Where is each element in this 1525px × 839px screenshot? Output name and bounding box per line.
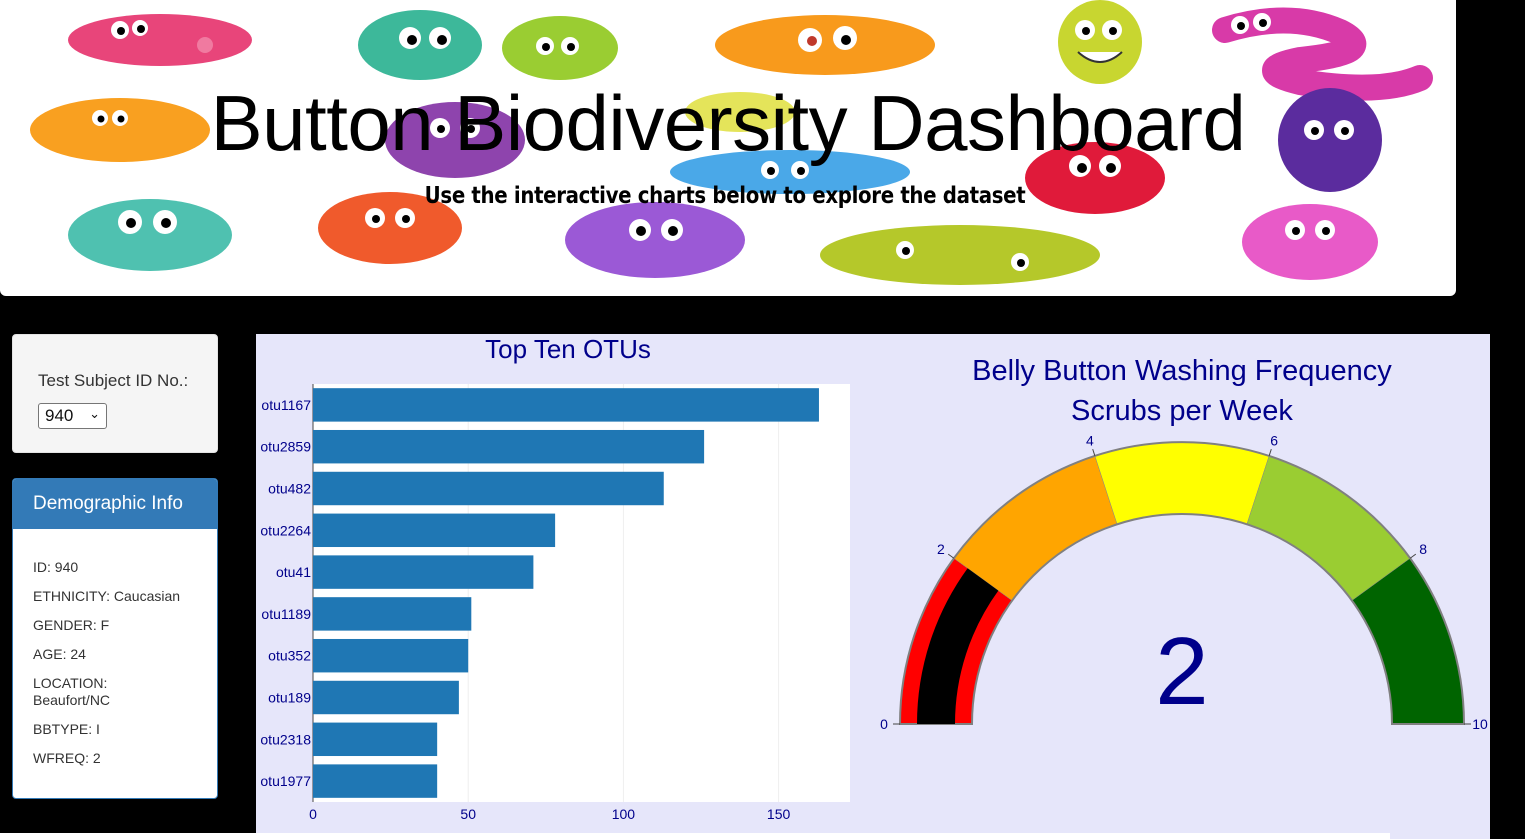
bar [313, 597, 472, 631]
gauge-subtitle: Scrubs per Week [1071, 395, 1293, 427]
x-tick-label: 0 [309, 806, 317, 822]
gauge-tick [1409, 553, 1417, 559]
demo-age: AGE: 24 [33, 646, 86, 662]
microbe-orange-icon [715, 15, 935, 75]
charts-area: Top Ten OTUs otu1167 otu2859 otu482 otu2264 o… [256, 334, 1490, 839]
washing-frequency-gauge-chart[interactable]: Belly Button Washing Frequency Scrubs per… [870, 334, 1490, 839]
gauge-tick [1268, 448, 1272, 456]
page-subtitle: Use the interactive charts below to expl… [424, 183, 1026, 209]
demo-bbtype: BBTYPE: I [33, 721, 100, 737]
microbe-green-icon [358, 10, 618, 80]
y-tick-label: otu189 [268, 690, 311, 706]
gauge-tick [1092, 448, 1096, 456]
chart-title: Top Ten OTUs [485, 334, 651, 364]
y-tick-label: otu2318 [260, 731, 311, 747]
gauge-tick-label: 6 [1270, 433, 1278, 449]
demo-location: LOCATION: Beaufort/NC [33, 675, 111, 708]
subject-id-dropdown[interactable]: 940 ⌄ [38, 403, 107, 429]
microbe-magenta-icon [1242, 204, 1378, 280]
microbe-yellow-small-icon [685, 92, 795, 132]
microbe-yellow-icon [1058, 0, 1142, 84]
y-tick-label: otu41 [276, 564, 311, 580]
y-tick-label: otu1977 [260, 773, 311, 789]
microbe-lime-cluster-icon [820, 225, 1100, 285]
subject-id-selected-value: 940 [45, 406, 74, 425]
bar [313, 555, 534, 589]
microbe-pink-icon [68, 14, 252, 66]
chevron-down-icon: ⌄ [89, 406, 100, 421]
microbe-background-illustration [30, 0, 1433, 285]
bar [313, 429, 705, 464]
gauge-value-bar [917, 568, 999, 724]
demo-id: ID: 940 [33, 559, 79, 575]
y-tick-label: otu2264 [260, 522, 311, 538]
y-tick-label: otu1167 [261, 397, 311, 413]
subject-selector-label: Test Subject ID No.: [38, 371, 189, 390]
microbe-violet-spiky-icon [1278, 88, 1382, 192]
microbe-purple-icon [385, 102, 525, 178]
gauge-tick-label: 2 [937, 541, 945, 557]
gauge-tick-label: 8 [1419, 541, 1427, 557]
bar [313, 638, 469, 673]
gauge-tick-label: 10 [1472, 716, 1488, 732]
gauge-tick-label: 0 [880, 716, 888, 732]
microbe-lavender-icon [565, 202, 745, 278]
x-tick-label: 50 [460, 806, 476, 822]
gauge-tick-label: 4 [1086, 433, 1094, 449]
x-tick-label: 150 [767, 806, 791, 822]
gauge-value-number: 2 [1155, 618, 1208, 725]
demo-wfreq: WFREQ: 2 [33, 750, 101, 766]
y-tick-label: otu352 [268, 648, 311, 664]
bar [313, 764, 438, 798]
y-tick-label: otu1189 [261, 606, 311, 622]
microbe-worm-icon [1212, 7, 1433, 101]
gauge-border [898, 441, 1466, 725]
x-tick-label: 100 [612, 806, 636, 822]
demographic-info-panel: Demographic Info ID: 940 ETHNICITY: Cauc… [12, 478, 218, 799]
bar [313, 513, 556, 548]
y-tick-label: otu2859 [260, 439, 311, 455]
demographic-info-heading: Demographic Info [13, 479, 217, 529]
bar [313, 722, 438, 757]
microbe-teal-icon [68, 199, 232, 271]
bar [313, 388, 819, 422]
bar [313, 680, 459, 715]
demo-ethnicity: ETHNICITY: Caucasian [33, 588, 181, 604]
page-title: Button Biodiversity Dashboard [210, 79, 1246, 167]
demo-gender: GENDER: F [33, 617, 110, 633]
gauge-band [1094, 441, 1270, 525]
y-tick-label: otu482 [268, 481, 311, 497]
footer-strip [0, 833, 1390, 839]
microbe-blue-icon [670, 150, 910, 194]
header-banner: Button Biodiversity Dashboard Use the in… [0, 0, 1456, 296]
microbe-red-orange-icon [318, 192, 462, 264]
microbe-red-icon [1025, 142, 1165, 214]
top-ten-otus-bar-chart[interactable]: Top Ten OTUs otu1167 otu2859 otu482 otu2264 o… [256, 334, 866, 839]
subject-selector-well: Test Subject ID No.: 940 ⌄ [12, 334, 218, 453]
gauge-tick [947, 553, 955, 559]
demographic-info-body: ID: 940 ETHNICITY: Caucasian GENDER: F A… [13, 529, 217, 767]
gauge-title: Belly Button Washing Frequency [972, 355, 1392, 387]
bar [313, 471, 664, 506]
microbe-orange-splat-icon [30, 98, 210, 162]
